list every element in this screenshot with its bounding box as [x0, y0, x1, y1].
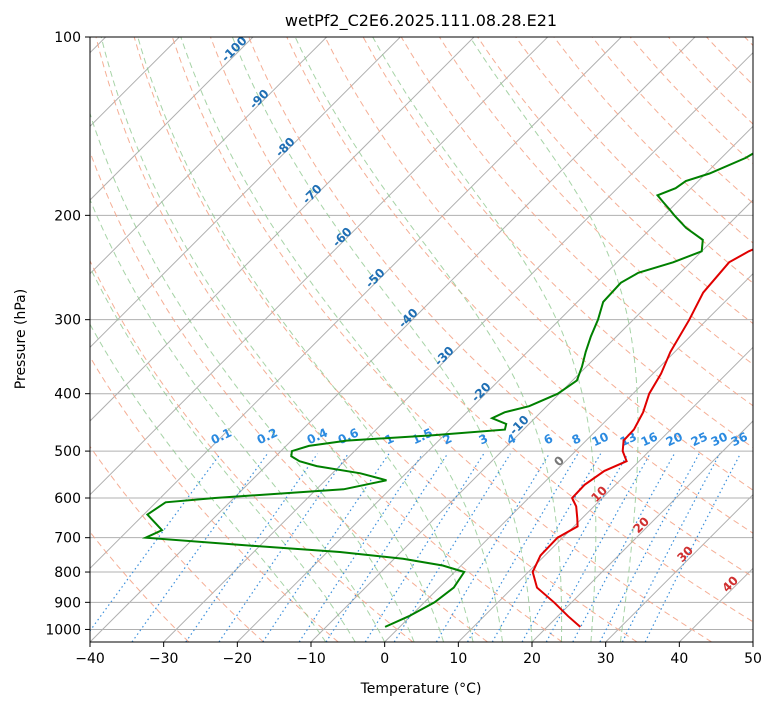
dry-adiabat	[171, 37, 712, 642]
dry-adiabat	[90, 259, 414, 642]
y-axis-label: Pressure (hPa)	[13, 289, 29, 389]
y-tick-label: 200	[54, 208, 81, 224]
mixing-ratio-line	[298, 453, 424, 642]
y-tick-label: 600	[54, 491, 81, 507]
x-axis-ticks: −40 −30 −20 −10 0 10 20 30 40 50	[75, 642, 762, 667]
dry-adiabat	[95, 37, 563, 642]
y-tick-label: 1000	[45, 622, 81, 638]
x-tick-label: −30	[149, 651, 179, 667]
x-tick-label: 30	[597, 651, 615, 667]
mixing-ratio-line	[435, 453, 550, 642]
x-tick-label: 50	[744, 651, 762, 667]
dry-adiabat	[90, 445, 264, 642]
isotherm-line	[236, 125, 753, 642]
moist-adiabat	[294, 37, 563, 642]
mixing-ratio-line	[393, 453, 511, 642]
isotherm-line	[531, 420, 753, 642]
dry-adiabats	[90, 37, 753, 642]
mixing-ratio-lines	[90, 453, 741, 642]
isotherm-line	[90, 37, 254, 201]
moist-adiabat	[372, 37, 597, 642]
dry-adiabat	[324, 37, 753, 491]
mixing-ratio-line	[491, 453, 602, 642]
isotherm-line	[90, 37, 622, 570]
dry-adiabat	[248, 37, 753, 578]
mixing-ratio-label: 10	[590, 430, 611, 450]
y-tick-label: 800	[54, 565, 81, 581]
dry-adiabat	[591, 37, 753, 204]
x-tick-label: 40	[670, 651, 688, 667]
sounding-profiles	[141, 152, 753, 628]
dry-adiabat	[629, 37, 753, 165]
plot-area: -100-90-80-70-60-50-40-30-20-10010203040…	[90, 37, 753, 642]
isotherm-line	[163, 51, 753, 642]
moist-adiabat	[469, 37, 639, 642]
dry-adiabat	[400, 37, 753, 407]
isotherm-line	[90, 37, 549, 496]
mixing-ratio-label: 25	[689, 430, 710, 450]
mixing-ratio-line	[364, 453, 485, 642]
y-tick-label: 300	[54, 313, 81, 329]
mixing-ratio-line	[644, 453, 741, 642]
moist-adiabats	[90, 37, 639, 642]
x-tick-label: −40	[75, 651, 105, 667]
mixing-ratio-line	[262, 453, 390, 642]
mixing-ratio-line	[466, 453, 579, 642]
moist-adiabat	[231, 37, 533, 642]
x-tick-label: 0	[380, 651, 389, 667]
moist-adiabat	[90, 266, 356, 642]
x-tick-label: −20	[223, 651, 253, 667]
mixing-ratio-line	[90, 453, 221, 632]
isotherm-lines	[90, 37, 753, 642]
isotherm-line	[605, 493, 753, 642]
moist-adiabat	[100, 37, 445, 642]
x-tick-label: 10	[449, 651, 467, 667]
y-tick-label: 400	[54, 387, 81, 403]
x-tick-label: −10	[296, 651, 326, 667]
moist-adiabat	[90, 111, 415, 642]
dry-adiabat	[477, 37, 753, 325]
moist-adiabat	[137, 37, 474, 642]
y-tick-label: 100	[54, 30, 81, 46]
isotherm-line	[90, 37, 475, 422]
mixing-ratio-line	[325, 453, 449, 642]
x-tick-label: 20	[523, 651, 541, 667]
isotherm-line	[384, 272, 753, 642]
y-tick-label: 500	[54, 444, 81, 460]
mixing-ratio-label: 20	[664, 430, 685, 450]
mixing-ratio-label: 16	[639, 430, 660, 450]
isotherm-line	[90, 37, 328, 275]
mixing-ratio-label: 36	[729, 430, 750, 450]
isotherm-line	[90, 37, 401, 349]
chart-title: wetPf2_C2E6.2025.111.08.28.E21	[285, 11, 557, 31]
dry-adiabat	[133, 37, 638, 642]
moist-adiabat	[90, 198, 386, 642]
y-tick-label: 900	[54, 595, 81, 611]
dry-adiabat	[362, 37, 753, 449]
isotherm-line	[457, 346, 753, 642]
mixing-ratio-line	[621, 453, 721, 642]
moist-adiabat	[180, 37, 503, 642]
dry-adiabat	[515, 37, 753, 284]
temperature-profile-line	[531, 248, 753, 628]
plot-frame	[89, 36, 754, 643]
moist-adiabat	[90, 323, 327, 642]
x-axis-label: Temperature (°C)	[360, 681, 482, 697]
dewpoint-profile-line	[141, 152, 753, 628]
isobar-gridlines	[90, 37, 753, 630]
mixing-ratio-label: 30	[709, 430, 730, 450]
y-axis-ticks: 100 200 300 400 500 600 700 800 900 1000	[45, 30, 90, 638]
y-tick-label: 700	[54, 531, 81, 547]
